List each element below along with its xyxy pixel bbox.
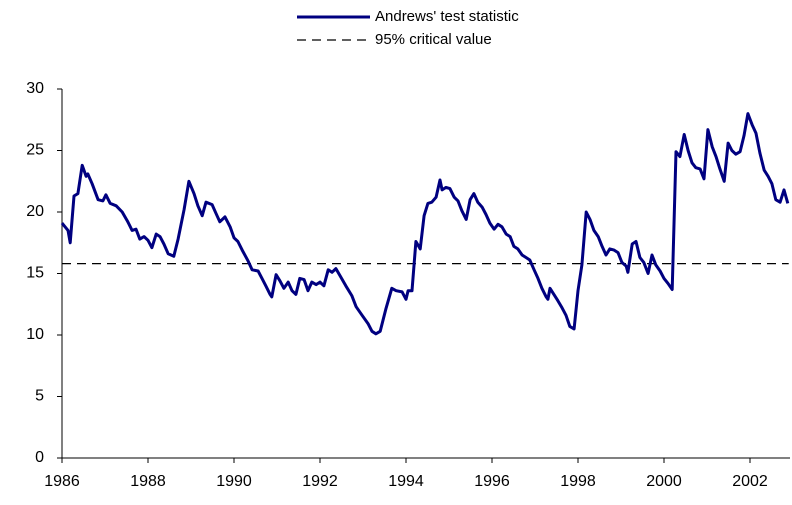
y-tick-label: 25 [26, 142, 44, 159]
y-tick-label: 10 [26, 326, 44, 343]
legend-label: 95% critical value [375, 31, 492, 48]
data-line [60, 112, 790, 336]
y-tick-label: 5 [35, 388, 44, 405]
legend-label: Andrews' test statistic [375, 8, 519, 25]
y-tick-label: 20 [26, 203, 44, 220]
x-tick-label: 1994 [388, 473, 424, 490]
x-tick-label: 1996 [474, 473, 510, 490]
x-tick-label: 1998 [560, 473, 596, 490]
y-tick-label: 0 [35, 449, 44, 466]
x-tick-label: 1988 [130, 473, 166, 490]
x-tick-label: 1992 [302, 473, 338, 490]
y-tick-label: 15 [26, 265, 44, 282]
x-tick-label: 1986 [44, 473, 80, 490]
x-tick-label: 1990 [216, 473, 252, 490]
x-tick-label: 2000 [646, 473, 682, 490]
y-tick-label: 30 [26, 80, 44, 97]
x-tick-label: 2002 [732, 473, 768, 490]
